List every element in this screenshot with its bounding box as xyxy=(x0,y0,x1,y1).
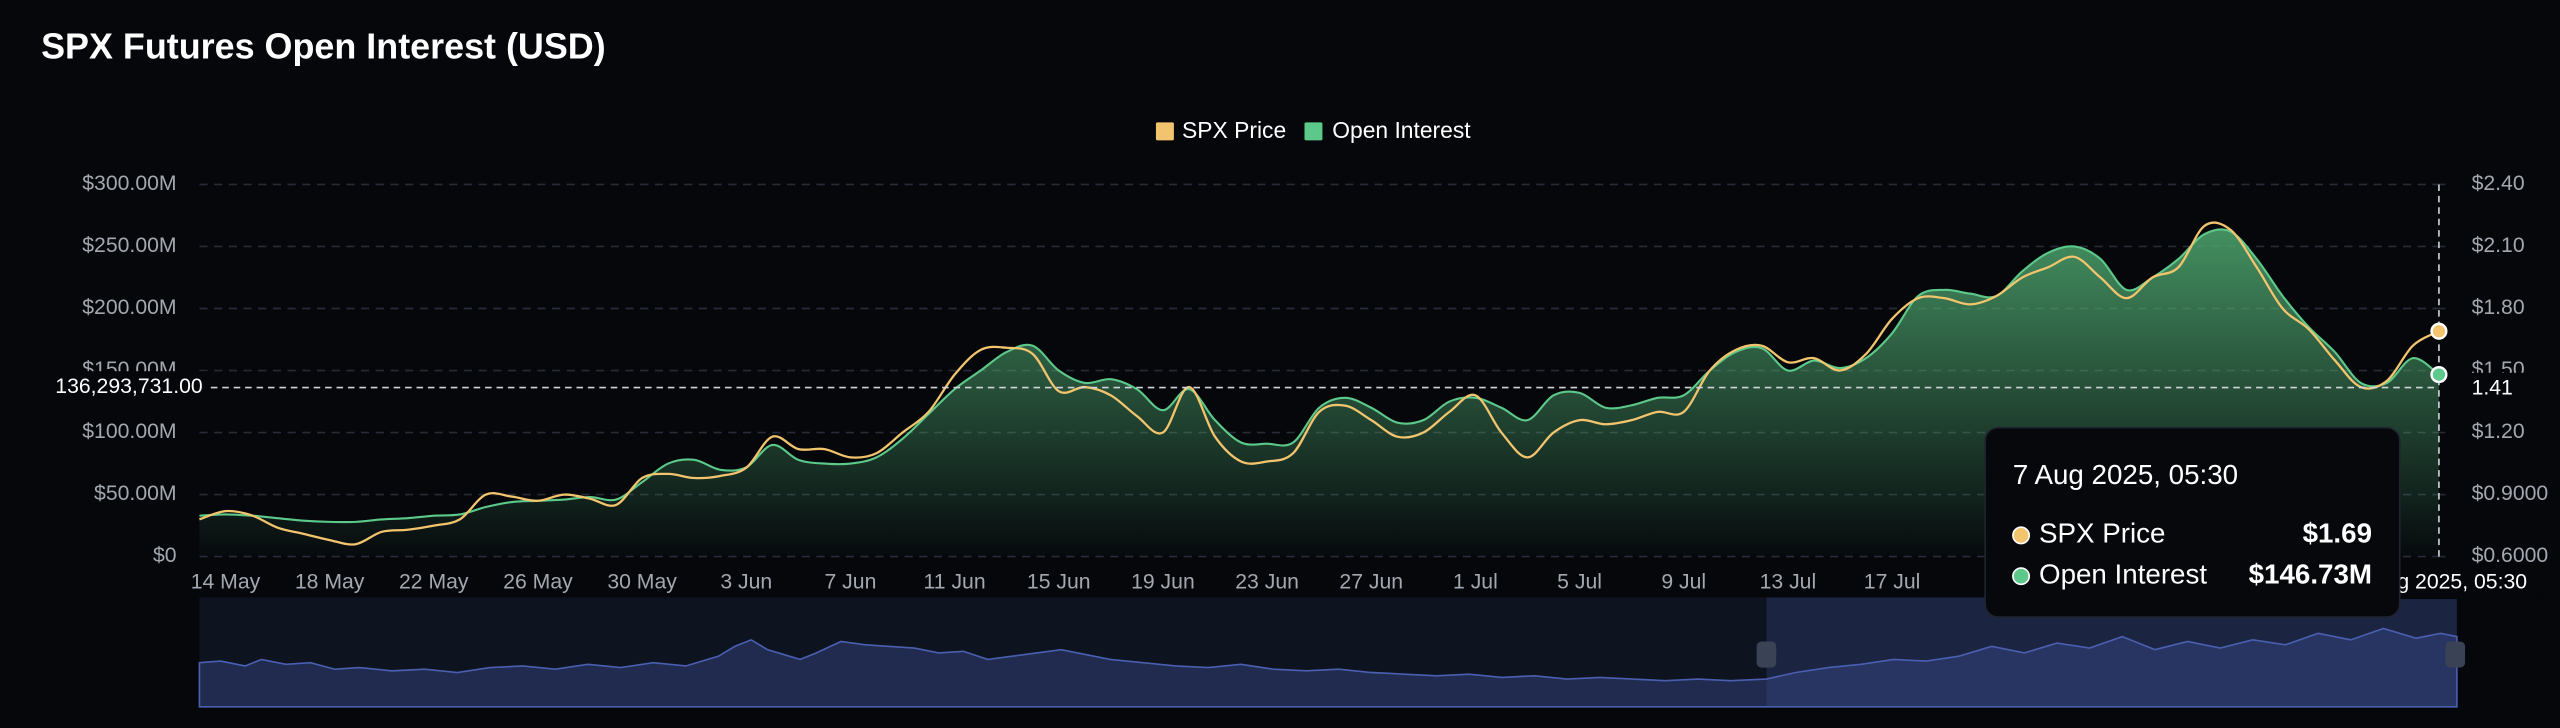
legend-label[interactable]: SPX Price xyxy=(1182,117,1286,143)
area xyxy=(199,229,2439,557)
y2-tick-label: $2.40 xyxy=(2472,172,2525,195)
tooltip-box xyxy=(1984,426,2401,618)
crosshair-y-label: 136,293,731.00 xyxy=(55,375,202,398)
chart-title: SPX Futures Open Interest (USD) xyxy=(41,25,606,66)
tooltip-value: $146.73M xyxy=(2249,559,2372,590)
x-tick-label: 1 Jul xyxy=(1453,570,1498,593)
x-tick-label: 13 Jul xyxy=(1760,570,1817,593)
point-marker xyxy=(2430,366,2448,384)
x-tick-label: 15 Jun xyxy=(1027,570,1091,593)
x-tick-label: 18 May xyxy=(295,570,365,593)
tooltip: 7 Aug 2025, 05:30 SPX Price $1.69 Open I… xyxy=(1984,426,2401,618)
y-tick-label: $300.00M xyxy=(82,172,176,195)
x-tick-label: 27 Jun xyxy=(1339,570,1403,593)
navigator-series xyxy=(198,627,2458,708)
tooltip-dot xyxy=(2012,567,2031,586)
plot-area xyxy=(199,221,2440,557)
x-tick-label: 26 May xyxy=(503,570,573,593)
x-tick-label: 14 May xyxy=(191,570,261,593)
crosshair-y2-label: 1.41 xyxy=(2472,377,2513,400)
navigator-handle[interactable] xyxy=(1756,641,1777,668)
y-tick-label: $100.00M xyxy=(82,420,176,443)
x-tick-label: 17 Jul xyxy=(1864,570,1921,593)
x-tick-label: 30 May xyxy=(607,570,677,593)
x-tick-label: 22 May xyxy=(399,570,469,593)
y-tick-label: $0 xyxy=(153,544,177,567)
legend-swatch xyxy=(1155,122,1174,141)
legend-swatch xyxy=(1304,122,1323,141)
y2-tick-label: $0.9000 xyxy=(2472,482,2549,505)
tooltip-title: 7 Aug 2025, 05:30 xyxy=(2013,459,2238,490)
point-marker xyxy=(2430,322,2448,340)
axes: $0$50.00M$100.00M$150.00M$200.00M$250.00… xyxy=(82,172,2548,593)
tooltip-value: $1.69 xyxy=(2303,518,2372,549)
x-tick-label: 23 Jun xyxy=(1235,570,1299,593)
navigator-handle[interactable] xyxy=(2445,641,2466,668)
y-tick-label: $250.00M xyxy=(82,234,176,257)
x-tick-label: 11 Jun xyxy=(924,570,986,593)
crosshair-label-bg xyxy=(2448,372,2528,406)
tooltip-series: SPX Price xyxy=(2039,518,2165,549)
crosshair-label-bg xyxy=(42,371,210,404)
legend: SPX Price Open Interest xyxy=(1155,117,1471,143)
x-tick-label: 9 Jul xyxy=(1661,570,1706,593)
tooltip-series: Open Interest xyxy=(2039,559,2207,590)
x-tick-label: 5 Jul xyxy=(1557,570,1602,593)
y-tick-label: $200.00M xyxy=(82,296,176,319)
y-tick-label: $50.00M xyxy=(94,482,177,505)
tooltip-dot xyxy=(2012,526,2031,545)
line xyxy=(199,221,2440,546)
y2-tick-label: $2.10 xyxy=(2472,234,2525,257)
legend-label[interactable]: Open Interest xyxy=(1332,117,1471,143)
x-tick-label: 7 Jun xyxy=(825,570,877,593)
y2-tick-label: $0.6000 xyxy=(2472,544,2549,567)
y2-tick-label: $1.80 xyxy=(2472,296,2525,319)
y2-tick-label: $1.20 xyxy=(2472,420,2525,443)
x-tick-label: 19 Jun xyxy=(1131,570,1195,593)
x-tick-label: 3 Jun xyxy=(720,570,772,593)
area-line xyxy=(199,228,2440,524)
